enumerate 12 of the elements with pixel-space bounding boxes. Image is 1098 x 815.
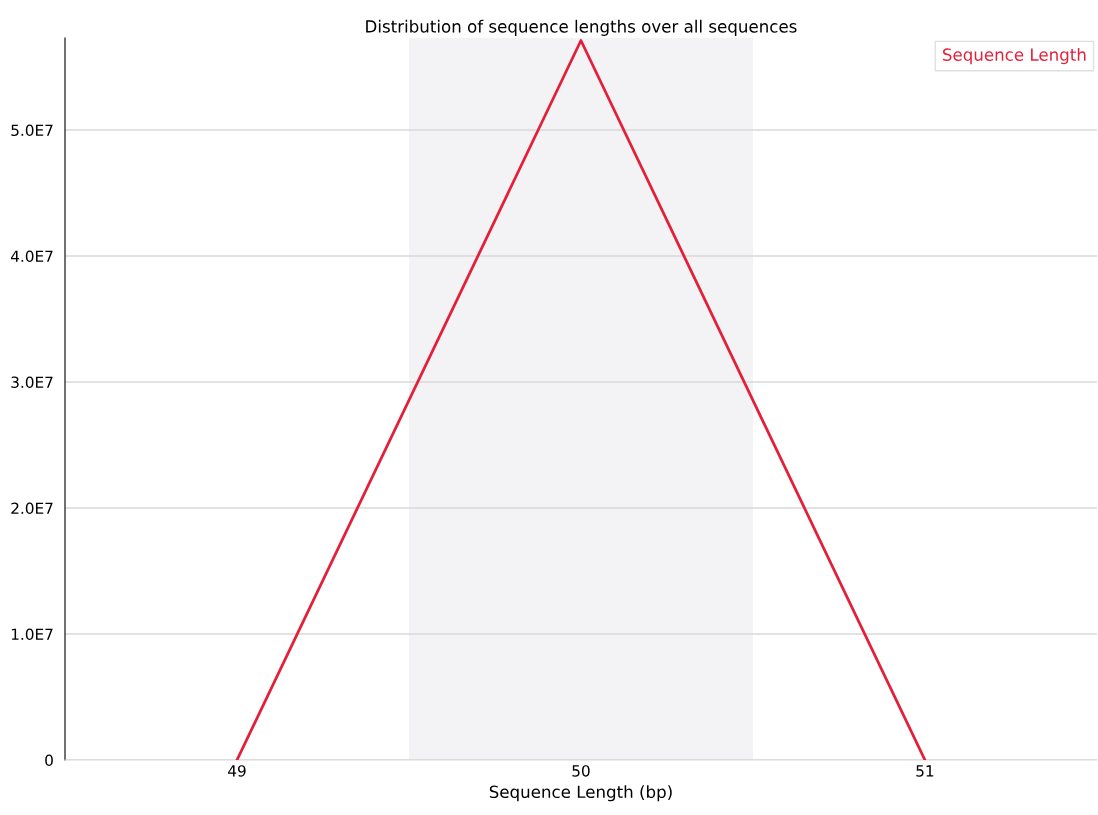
y-tick-label: 0 [45, 754, 53, 767]
text: Sequence Length [943, 48, 1086, 65]
x-tick-label: 50 [572, 765, 590, 777]
y-tick-label: 1.0E7 [11, 628, 53, 641]
y-tick-label: 3.0E7 [11, 376, 53, 389]
y-tick-label: 4.0E7 [10, 250, 53, 263]
x-tick-label: 51 [916, 765, 934, 777]
y-tick-label: 2.0E7 [11, 502, 53, 515]
x-tick-label: 49 [228, 765, 246, 777]
y-tick-label: 5.0E7 [11, 124, 53, 136]
chart-title: Distribution of sequence lengths over all sequences [366, 19, 797, 36]
x-axis-title: Sequence Length (bp) [489, 785, 672, 802]
